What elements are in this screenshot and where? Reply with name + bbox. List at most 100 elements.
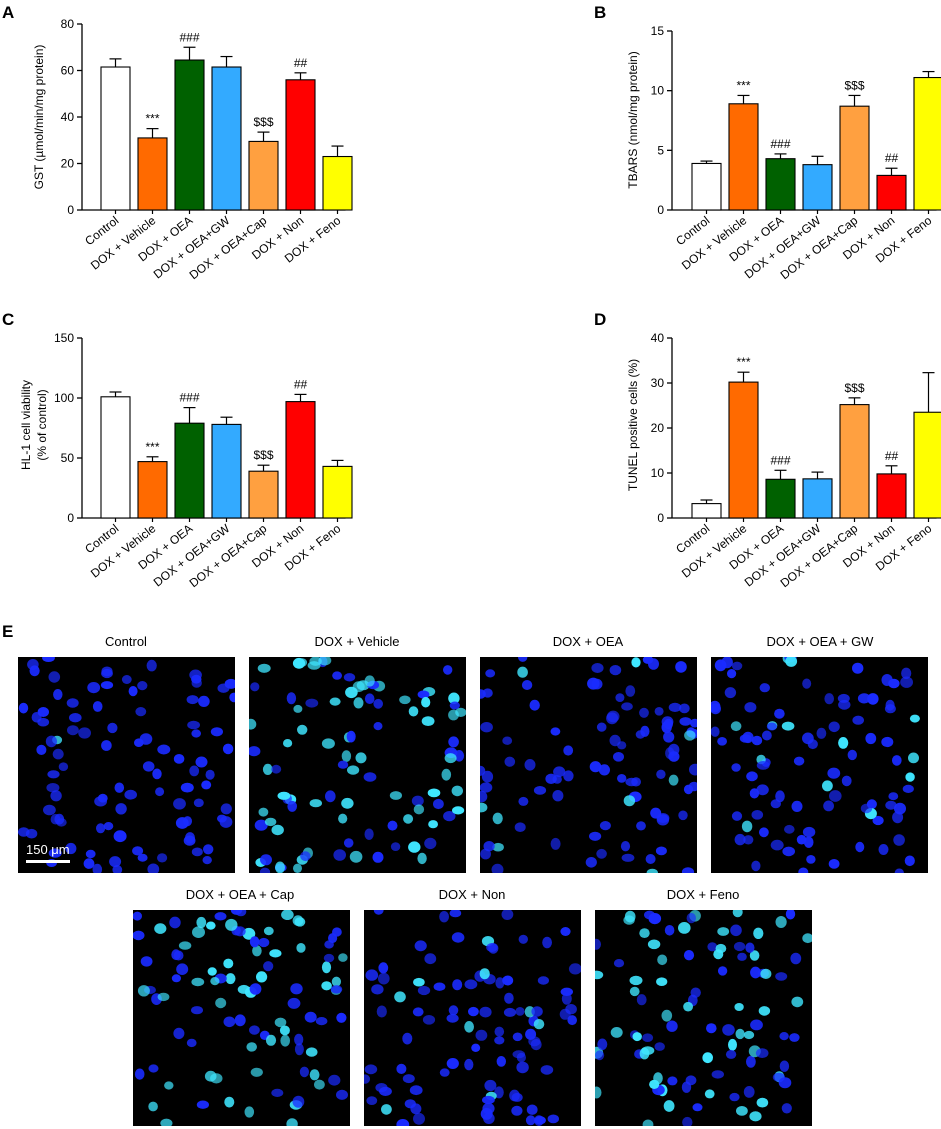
nucleus — [124, 789, 137, 800]
nucleus — [479, 1006, 492, 1018]
tunel-positive-nucleus — [661, 1009, 673, 1022]
tunel-positive-nucleus — [318, 657, 332, 666]
nucleus — [731, 811, 743, 821]
nucleus — [43, 804, 56, 816]
nucleus — [852, 715, 864, 725]
nucleus — [518, 796, 529, 806]
nucleus — [451, 932, 465, 943]
bar-gst — [285, 79, 316, 211]
tunel-positive-nucleus — [160, 1118, 173, 1126]
bar-tunel — [765, 478, 796, 519]
nucleus — [58, 762, 69, 771]
bar-viability — [322, 465, 353, 519]
nucleus — [101, 740, 112, 751]
nucleus — [439, 911, 449, 923]
bar-tunel — [728, 381, 759, 519]
nucleus — [413, 1112, 425, 1125]
nucleus — [292, 1095, 305, 1108]
y-tick-label-tunel: 0 — [657, 511, 664, 525]
nucleus — [92, 701, 103, 712]
tunel-positive-nucleus — [464, 1021, 474, 1033]
nucleus — [65, 842, 77, 855]
nucleus — [371, 984, 384, 995]
micrograph: 150 μm — [18, 657, 235, 873]
tunel-positive-nucleus — [244, 1106, 255, 1118]
nucleus — [793, 756, 805, 766]
nucleus — [234, 926, 246, 937]
nucleus — [707, 942, 718, 952]
nucleus — [679, 703, 690, 714]
nucleus — [681, 867, 695, 873]
nucleus — [286, 692, 297, 705]
panel-label-a: A — [2, 3, 14, 22]
nucleus — [683, 950, 695, 961]
nucleus — [97, 793, 108, 803]
nucleus — [791, 800, 803, 813]
tunel-positive-nucleus — [683, 1001, 693, 1012]
tunel-positive-nucleus — [639, 928, 650, 938]
significance-label: *** — [736, 78, 750, 92]
nucleus — [785, 910, 796, 920]
nucleus — [609, 665, 622, 676]
nucleus — [191, 847, 203, 857]
nucleus — [772, 1072, 786, 1082]
nucleus — [892, 755, 902, 766]
nucleus — [782, 846, 795, 857]
nucleus — [96, 823, 106, 834]
tunel-positive-nucleus — [758, 1006, 771, 1016]
nucleus — [85, 849, 96, 859]
nucleus — [287, 800, 298, 812]
tunel-positive-nucleus — [663, 1100, 675, 1112]
nucleus — [323, 953, 335, 963]
nucleus — [798, 867, 809, 873]
nucleus — [615, 693, 625, 702]
nucleus — [191, 1006, 203, 1015]
nucleus — [482, 1095, 495, 1105]
nucleus — [617, 741, 627, 750]
nucleus — [823, 800, 834, 812]
nucleus — [234, 1014, 246, 1027]
nucleus — [300, 851, 311, 862]
nucleus — [894, 802, 906, 815]
bar-tbars — [765, 158, 796, 211]
nucleus — [249, 983, 262, 995]
nucleus — [885, 800, 897, 810]
tunel-positive-nucleus — [728, 1038, 737, 1051]
nucleus — [661, 716, 674, 728]
nucleus — [52, 748, 64, 760]
significance-label: $$$ — [253, 448, 273, 462]
nucleus — [668, 702, 682, 713]
nucleus — [424, 837, 437, 850]
tunel-positive-nucleus — [297, 724, 308, 735]
nucleus — [654, 1042, 665, 1051]
tunel-positive-nucleus — [381, 1104, 392, 1115]
nucleus — [50, 790, 62, 802]
nucleus — [589, 761, 602, 773]
nucleus — [545, 773, 557, 784]
bar-tunel — [802, 478, 833, 519]
tunel-positive-nucleus — [293, 704, 303, 713]
nucleus — [157, 744, 171, 755]
nucleus — [258, 937, 270, 948]
bar-tbars — [728, 103, 759, 211]
nucleus — [146, 659, 157, 672]
tunel-positive-nucleus — [702, 1052, 713, 1064]
tunel-positive-nucleus — [399, 695, 411, 705]
tunel-positive-nucleus — [215, 997, 227, 1009]
nucleus — [364, 828, 374, 840]
micrograph-grid: Control 150 μm DOX + Vehicle DOX + OEA DOX +… — [18, 634, 928, 1126]
nucleus — [679, 717, 692, 726]
nucleus — [330, 985, 343, 994]
nucleus — [53, 689, 63, 700]
nucleus — [176, 963, 189, 975]
nucleus — [722, 1024, 735, 1036]
tunel-positive-nucleus — [642, 1119, 654, 1126]
y-tick-label-gst: 0 — [67, 203, 74, 217]
nucleus — [730, 924, 742, 937]
nucleus — [223, 1016, 236, 1028]
nucleus — [198, 695, 210, 708]
tunel-positive-nucleus — [629, 975, 643, 986]
tunel-positive-nucleus — [905, 772, 915, 782]
nucleus — [807, 739, 818, 750]
bar-viability — [248, 470, 279, 519]
